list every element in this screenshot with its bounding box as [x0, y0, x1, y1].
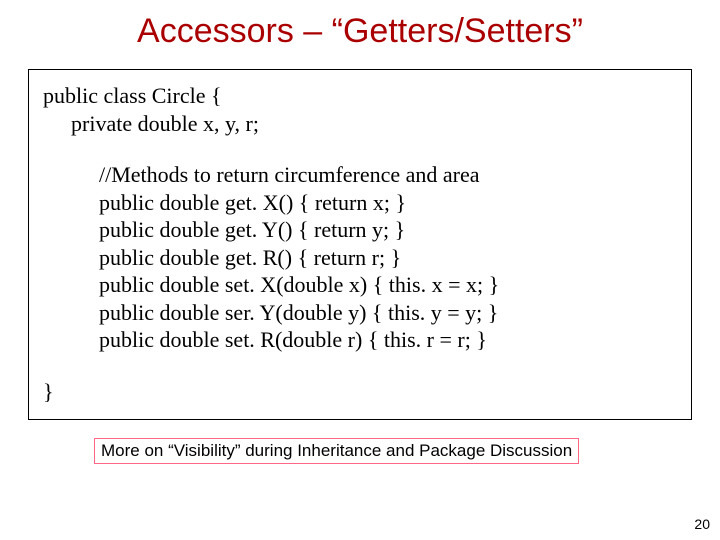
- blank-line: [43, 354, 677, 378]
- code-line: }: [43, 378, 677, 406]
- page-number: 20: [694, 516, 710, 532]
- code-line: public double set. X(double x) { this. x…: [43, 271, 677, 299]
- code-line: public double get. R() { return r; }: [43, 244, 677, 272]
- note-row: More on “Visibility” during Inheritance …: [28, 438, 692, 464]
- code-line: public double ser. Y(double y) { this. y…: [43, 299, 677, 327]
- code-line: public class Circle {: [43, 82, 677, 110]
- slide-title: Accessors – “Getters/Setters”: [28, 12, 692, 51]
- code-line: private double x, y, r;: [43, 110, 677, 138]
- code-line: //Methods to return circumference and ar…: [43, 161, 677, 189]
- code-line: public double get. Y() { return y; }: [43, 216, 677, 244]
- code-line: public double set. R(double r) { this. r…: [43, 326, 677, 354]
- code-line: public double get. X() { return x; }: [43, 189, 677, 217]
- slide: Accessors – “Getters/Setters” public cla…: [0, 0, 720, 540]
- code-box: public class Circle { private double x, …: [28, 69, 692, 420]
- footer-note: More on “Visibility” during Inheritance …: [94, 438, 579, 464]
- blank-line: [43, 137, 677, 161]
